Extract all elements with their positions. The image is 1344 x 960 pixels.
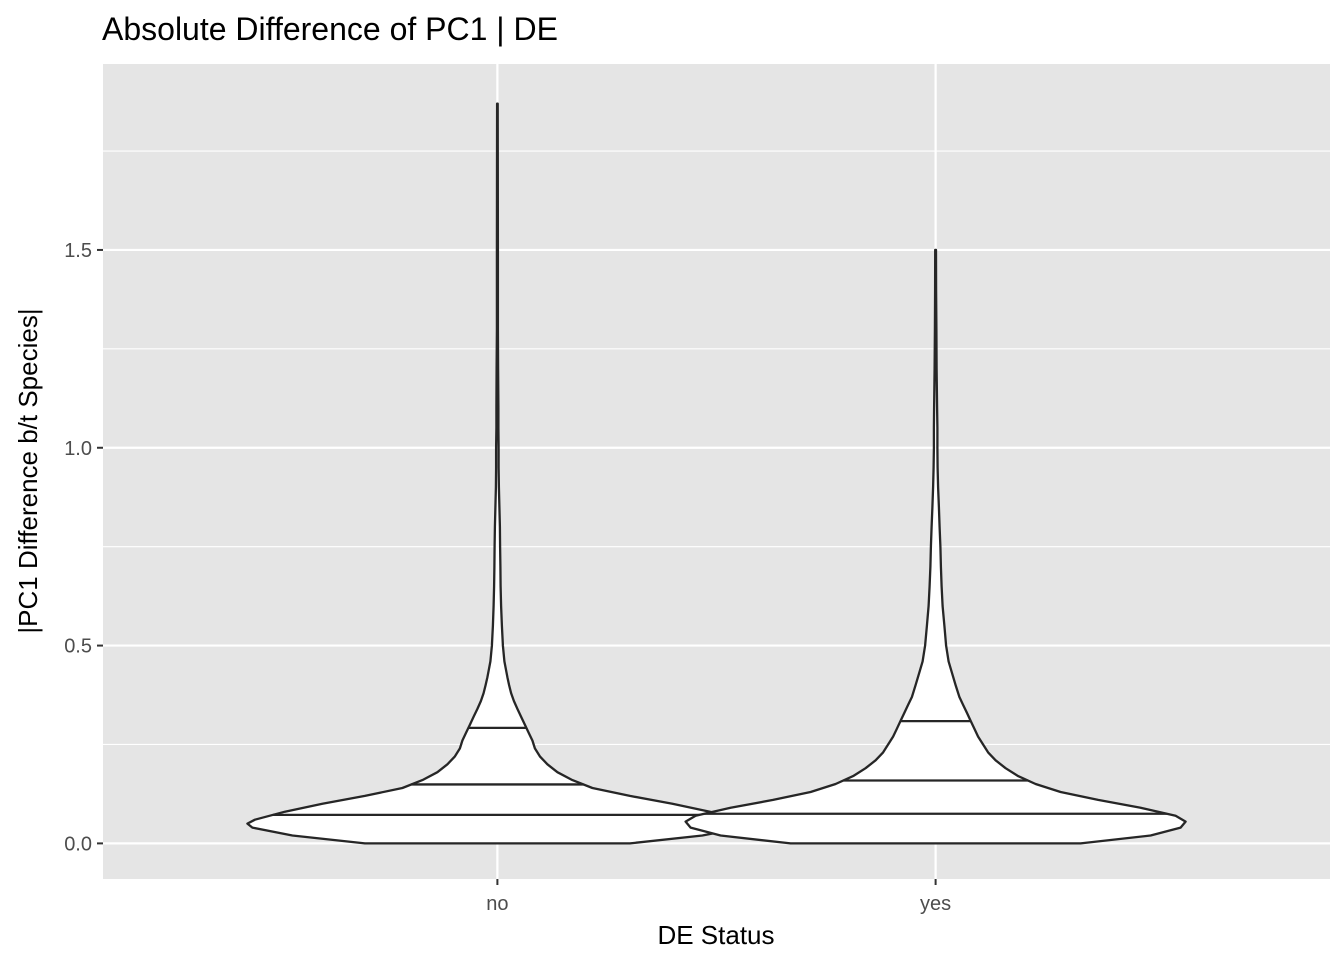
y-tick-label: 0.5 bbox=[64, 636, 92, 658]
x-tick-label-yes: yes bbox=[920, 893, 951, 915]
x-tick-label-no: no bbox=[486, 893, 508, 915]
y-tick-label: 1.5 bbox=[64, 240, 92, 262]
y-tick-label: 1.0 bbox=[64, 438, 92, 460]
y-axis-title: |PC1 Difference b/t Species| bbox=[13, 308, 43, 633]
violin-no bbox=[246, 102, 749, 845]
chart-title: Absolute Difference of PC1 | DE bbox=[102, 11, 558, 47]
x-axis-title: DE Status bbox=[657, 920, 774, 950]
violins bbox=[246, 102, 1187, 845]
y-axis: 0.0 0.5 1.0 1.5 bbox=[64, 240, 103, 855]
violin-yes bbox=[684, 248, 1187, 845]
x-axis: no yes bbox=[486, 879, 951, 915]
y-tick-label: 0.0 bbox=[64, 833, 92, 855]
plot-panel bbox=[103, 64, 1330, 879]
